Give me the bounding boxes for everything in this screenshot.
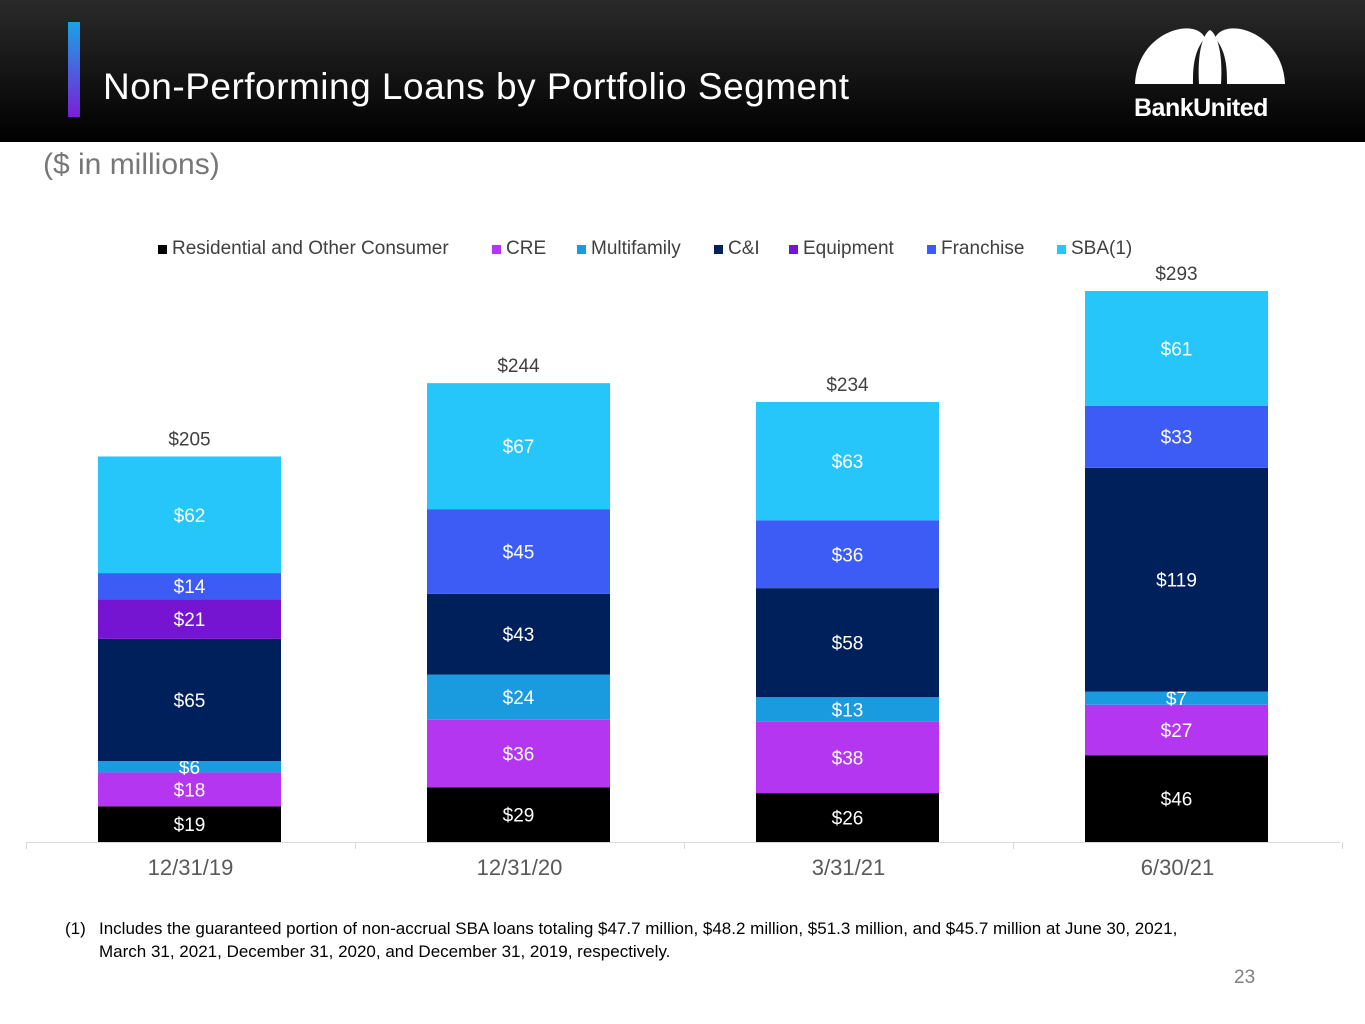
slide-header: Non-Performing Loans by Portfolio Segmen… xyxy=(0,0,1365,142)
bar-segment xyxy=(427,383,610,510)
bar-segment xyxy=(427,674,610,720)
legend-swatch xyxy=(158,244,167,254)
chart-legend: Residential and Other Consumer CRE Multifa… xyxy=(0,236,1365,262)
logo-wordmark: BankUnited xyxy=(1134,94,1268,122)
total-label: $234 xyxy=(826,375,869,396)
bar-segment xyxy=(1085,691,1268,705)
bar-segment xyxy=(98,573,281,600)
bar-segment xyxy=(98,761,281,773)
total-label: $244 xyxy=(497,356,540,377)
legend-label: SBA(1) xyxy=(1071,238,1133,259)
data-label: $62 xyxy=(174,506,206,527)
x-tick-label: 6/30/21 xyxy=(1141,855,1214,880)
bar-segment xyxy=(756,401,939,521)
x-tick-label: 3/31/21 xyxy=(812,855,885,880)
data-label: $46 xyxy=(1161,790,1193,811)
data-label: $65 xyxy=(174,691,206,712)
bar-segment xyxy=(427,719,610,788)
data-label: $45 xyxy=(503,542,535,563)
legend-label: Multifamily xyxy=(591,238,681,259)
data-label: $21 xyxy=(174,610,206,631)
legend-item: Residential and Other Consumer xyxy=(158,236,449,262)
legend-label: Residential and Other Consumer xyxy=(172,238,449,259)
legend-item: Franchise xyxy=(927,236,1024,262)
data-label: $67 xyxy=(503,437,535,458)
data-label: $63 xyxy=(832,452,864,473)
data-label: $43 xyxy=(503,625,535,646)
bar-segment xyxy=(427,787,610,842)
footnote-text: Includes the guaranteed portion of non-a… xyxy=(99,919,1178,961)
data-label: $24 xyxy=(503,688,535,709)
data-label: $26 xyxy=(832,809,864,830)
legend-item: Equipment xyxy=(789,236,894,262)
total-label: $205 xyxy=(168,429,210,450)
stacked-bar-chart: $19 $18$6 $65 $21 $14 $62 $205 12/31/19 $29 $36 $2… xyxy=(26,264,1343,880)
data-label: $119 xyxy=(1156,571,1197,592)
legend-item: C&I xyxy=(714,236,760,262)
bar-segment xyxy=(756,588,939,698)
bar-segment xyxy=(756,697,939,722)
bar-segment xyxy=(1085,291,1268,406)
legend-label: Equipment xyxy=(803,238,894,259)
total-label: $293 xyxy=(1155,264,1197,285)
legend-item: CRE xyxy=(492,236,546,262)
legend-swatch xyxy=(1057,244,1066,254)
page-number: 23 xyxy=(1234,967,1256,988)
legend-label: Franchise xyxy=(941,238,1025,259)
legend-swatch xyxy=(789,244,798,254)
bar-segment xyxy=(1085,467,1268,692)
legend-item: SBA(1) xyxy=(1057,236,1132,262)
bar-segment xyxy=(98,772,281,807)
data-label: $27 xyxy=(1161,721,1193,742)
data-label: $18 xyxy=(174,780,206,801)
data-label: $6 xyxy=(179,758,200,779)
legend-swatch xyxy=(714,244,723,254)
bar-segment xyxy=(98,599,281,639)
legend-label: C&I xyxy=(728,238,760,259)
data-label: $36 xyxy=(503,745,535,766)
data-label: $14 xyxy=(174,577,206,598)
data-label: $58 xyxy=(832,634,864,655)
bar-segment xyxy=(1085,704,1268,756)
legend-swatch xyxy=(927,244,936,254)
bar-segment xyxy=(98,456,281,574)
bar-segment xyxy=(1085,755,1268,842)
bankunited-logo: BankUnited xyxy=(1130,20,1290,126)
x-tick-label: 12/31/19 xyxy=(148,855,234,880)
bar-segment xyxy=(1085,405,1268,468)
data-label: $13 xyxy=(832,700,864,721)
footnote-marker: (1) xyxy=(65,919,86,938)
legend-swatch xyxy=(492,244,501,254)
legend-swatch xyxy=(577,244,586,254)
bar-segment xyxy=(756,721,939,794)
slide-title: Non-Performing Loans by Portfolio Segmen… xyxy=(103,66,850,107)
data-label: $29 xyxy=(503,806,535,827)
x-tick-label: 12/31/20 xyxy=(477,855,563,880)
data-label: $38 xyxy=(832,748,864,769)
data-label: $36 xyxy=(832,545,864,566)
bar-segment xyxy=(98,806,281,842)
data-label: $33 xyxy=(1161,428,1193,449)
legend-item: Multifamily xyxy=(577,236,681,262)
units-subtitle: ($ in millions) xyxy=(43,148,220,181)
bar-segment xyxy=(427,509,610,594)
legend-label: CRE xyxy=(506,238,547,259)
bar-segment xyxy=(756,793,939,842)
data-label: $7 xyxy=(1166,689,1187,710)
bar-segment xyxy=(98,638,281,762)
bar-segment xyxy=(427,593,610,675)
data-label: $19 xyxy=(174,815,206,836)
accent-bar xyxy=(68,22,80,117)
data-label: $61 xyxy=(1161,339,1193,360)
bar-segment xyxy=(756,520,939,589)
logo-arch-icon xyxy=(1135,28,1285,84)
